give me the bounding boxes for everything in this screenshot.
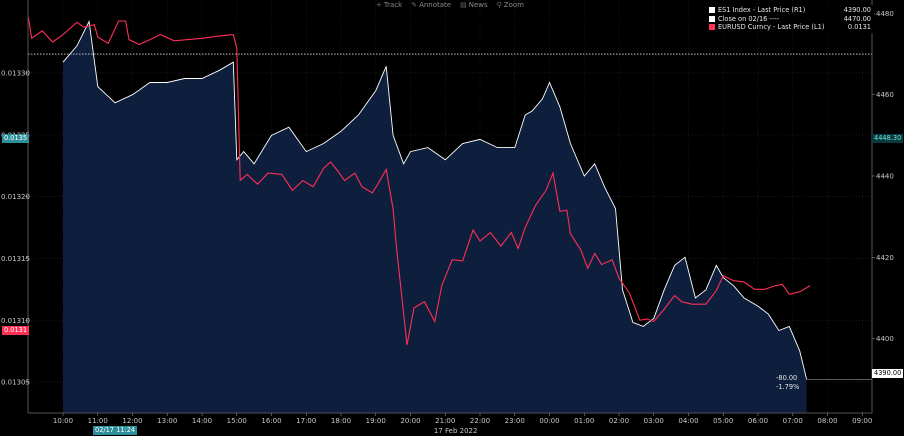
x-axis-tick-label: 19:00: [366, 417, 386, 425]
x-axis-tick-label: 11:00: [88, 417, 108, 425]
x-axis-date-label: 17 Feb 2022: [434, 427, 478, 435]
change-percent-label: -1.79%: [776, 383, 800, 391]
legend-item-close[interactable]: Close on 02/16 ---- 4470.00: [709, 15, 871, 24]
annotate-button[interactable]: ✎ Annotate: [411, 0, 451, 10]
x-axis-tick-label: 13:00: [157, 417, 177, 425]
left-axis-tick-label: 0.01310: [1, 317, 30, 325]
es1-area-fill: [63, 21, 807, 413]
right-reference-flag: 4448.30: [872, 134, 904, 143]
zoom-label: Zoom: [503, 1, 524, 9]
zoom-icon: ⚲: [496, 1, 502, 9]
x-axis-tick-label: 07:00: [783, 417, 803, 425]
x-axis-tick-label: 01:00: [574, 417, 594, 425]
legend-item-eurusd[interactable]: EURUSD Curncy - Last Price (L1) 0.0131: [709, 23, 871, 32]
x-axis-tick-label: 12:00: [122, 417, 142, 425]
legend-swatch: [709, 7, 715, 13]
x-axis-tick-label: 18:00: [331, 417, 351, 425]
x-axis-tick-label: 15:00: [227, 417, 247, 425]
cursor-time-label: 02/17 11:24: [93, 426, 138, 435]
news-button[interactable]: ▤ News: [460, 0, 488, 10]
eurusd-series-line: [27, 17, 811, 346]
legend-item-es1[interactable]: ES1 Index - Last Price (R1) 4390.00: [709, 6, 871, 15]
left-axis-tick-label: 0.01315: [1, 255, 30, 263]
track-label: Track: [383, 1, 403, 9]
right-axis-tick-label: 4400: [876, 335, 894, 343]
x-axis-tick-label: 22:00: [470, 417, 490, 425]
left-axis-tick-label: 0.01320: [1, 193, 30, 201]
x-axis-tick-label: 08:00: [817, 417, 837, 425]
annotate-label: Annotate: [419, 1, 452, 9]
x-axis-tick-label: 16:00: [261, 417, 281, 425]
chart-toolbar: + Track ✎ Annotate ▤ News ⚲ Zoom: [376, 0, 524, 10]
x-axis-tick-label: 03:00: [644, 417, 664, 425]
change-absolute-label: -80.00: [776, 374, 798, 382]
x-axis-tick-label: 05:00: [713, 417, 733, 425]
x-axis-tick-label: 02:00: [609, 417, 629, 425]
x-axis-tick-label: 20:00: [400, 417, 420, 425]
x-axis-tick-label: 06:00: [748, 417, 768, 425]
pencil-icon: ✎: [411, 1, 418, 9]
legend-value: 4470.00: [843, 14, 871, 23]
zoom-button[interactable]: ⚲ Zoom: [497, 0, 524, 10]
legend-swatch: [709, 24, 715, 31]
news-label: News: [468, 1, 488, 9]
x-axis-tick-label: 23:00: [505, 417, 525, 425]
legend-label: Close on 02/16 ----: [718, 14, 779, 23]
legend-label: ES1 Index - Last Price (R1): [718, 6, 806, 14]
x-axis-tick-label: 17:00: [296, 417, 316, 425]
plus-icon: +: [376, 1, 382, 9]
x-axis-tick-label: 04:00: [678, 417, 698, 425]
right-axis-tick-label: 4440: [876, 173, 894, 181]
left-axis-tick-label: 0.01305: [1, 379, 30, 387]
left-reference-flag: 0.0135: [2, 134, 30, 143]
left-current-price-flag: 0.0131: [2, 326, 30, 335]
es1-series-line: [62, 19, 808, 380]
right-last-price-flag: 4390.00: [872, 369, 904, 378]
legend-swatch: [709, 15, 715, 22]
left-axis-tick-label: 0.01330: [1, 69, 30, 77]
x-axis-tick-label: 10:00: [53, 417, 73, 425]
news-icon: ▤: [460, 1, 467, 9]
x-axis-tick-label: 00:00: [539, 417, 559, 425]
legend-label: EURUSD Curncy - Last Price (L1): [718, 23, 825, 32]
legend-value: 0.0131: [847, 23, 871, 32]
right-axis-tick-label: 4480: [876, 10, 894, 18]
legend-value: 4390.00: [843, 6, 871, 14]
x-axis-tick-label: 14:00: [192, 417, 212, 425]
x-axis-tick-label: 09:00: [852, 417, 872, 425]
right-axis-tick-label: 4420: [876, 254, 894, 262]
right-axis-tick-label: 4460: [876, 91, 894, 99]
chart-legend: ES1 Index - Last Price (R1) 4390.00 Clos…: [706, 5, 874, 33]
x-axis-tick-label: 21:00: [435, 417, 455, 425]
track-button[interactable]: + Track: [376, 0, 402, 10]
